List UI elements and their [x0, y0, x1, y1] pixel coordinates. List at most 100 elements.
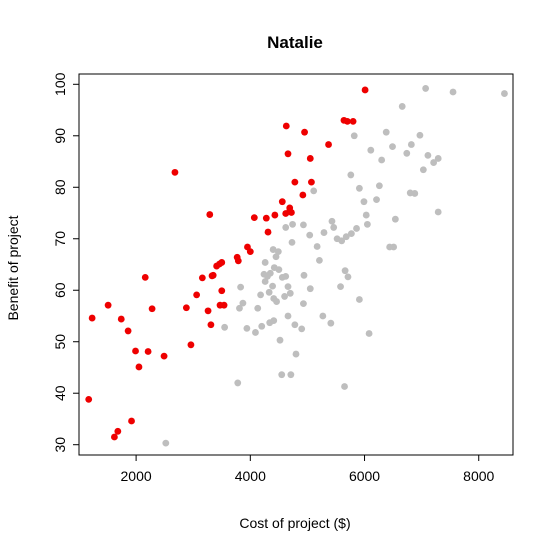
data-point-red: [171, 168, 179, 176]
data-point-red: [124, 327, 132, 335]
data-point-grey: [236, 304, 243, 312]
data-point-red: [144, 348, 152, 355]
data-point-grey: [391, 215, 399, 223]
y-tick-label: 50: [52, 334, 68, 350]
data-point-grey: [298, 325, 306, 333]
data-point-red: [182, 304, 190, 312]
y-tick-label: 70: [52, 231, 68, 247]
x-axis: 2000 4000 6000 8000: [121, 455, 495, 484]
data-point-grey: [274, 248, 282, 256]
data-point-grey: [347, 230, 355, 238]
data-point-grey: [261, 278, 269, 285]
data-point-grey: [320, 229, 328, 236]
data-point-grey: [243, 324, 251, 332]
data-point-red: [187, 341, 195, 349]
data-point-grey: [422, 85, 430, 92]
y-tick-label: 40: [52, 385, 68, 401]
data-point-red: [349, 117, 357, 125]
data-point-grey: [282, 272, 290, 280]
data-point-grey: [411, 190, 419, 197]
data-point-red: [128, 417, 135, 425]
data-point-grey: [390, 243, 398, 251]
data-point-grey: [434, 208, 442, 216]
data-point-red: [209, 271, 217, 279]
data-point-grey: [306, 285, 314, 293]
data-point-grey: [389, 143, 396, 150]
data-point-grey: [287, 371, 295, 379]
data-point-red: [284, 150, 292, 158]
data-point-grey: [300, 221, 307, 229]
data-points: [85, 85, 508, 447]
data-point-grey: [375, 182, 383, 190]
data-point-grey: [430, 159, 438, 166]
data-point-grey: [501, 90, 508, 97]
data-point-red: [343, 117, 351, 125]
data-point-red: [306, 155, 314, 162]
data-point-grey: [378, 156, 386, 164]
data-point-grey: [266, 269, 274, 277]
x-tick-label: 2000: [121, 468, 152, 484]
data-point-grey: [313, 243, 321, 250]
data-point-grey: [162, 439, 170, 447]
y-tick-label: 100: [52, 72, 68, 96]
data-point-grey: [360, 198, 368, 206]
data-point-grey: [288, 238, 296, 246]
data-point-red: [361, 86, 369, 94]
data-point-grey: [306, 231, 314, 239]
data-point-grey: [407, 141, 415, 148]
data-point-grey: [434, 155, 442, 162]
data-point-red: [206, 211, 214, 218]
data-point-grey: [261, 259, 269, 266]
data-point-grey: [257, 291, 264, 299]
x-tick-label: 4000: [235, 468, 266, 484]
data-point-grey: [419, 166, 427, 174]
data-point-red: [135, 363, 143, 371]
data-point-red: [104, 301, 112, 309]
data-point-red: [218, 287, 226, 295]
data-point-grey: [330, 224, 338, 231]
data-point-grey: [416, 131, 424, 139]
data-point-grey: [265, 288, 273, 296]
data-point-grey: [276, 336, 284, 344]
x-tick-label: 6000: [349, 468, 380, 484]
data-point-grey: [373, 196, 380, 204]
y-tick-label: 60: [52, 282, 68, 298]
y-tick-label: 80: [52, 179, 68, 195]
data-point-grey: [291, 321, 299, 329]
data-point-grey: [239, 299, 247, 307]
data-point-grey: [258, 322, 266, 330]
data-point-red: [325, 141, 332, 148]
data-point-grey: [424, 151, 432, 159]
data-point-grey: [260, 270, 268, 278]
data-point-grey: [273, 298, 280, 305]
data-point-red: [148, 305, 156, 313]
data-point-grey: [355, 184, 363, 192]
data-point-red: [141, 273, 149, 281]
data-point-grey: [292, 350, 300, 358]
data-point-grey: [254, 304, 262, 312]
data-point-grey: [272, 253, 280, 261]
data-point-grey: [286, 289, 294, 297]
y-axis: 30 40 50 60 70 80 90 100: [52, 72, 79, 452]
data-point-grey: [449, 88, 457, 96]
x-tick-label: 8000: [463, 468, 494, 484]
data-point-grey: [362, 211, 370, 219]
data-point-grey: [353, 225, 360, 232]
y-tick-label: 30: [52, 437, 68, 453]
data-point-red: [262, 214, 270, 222]
data-point-red: [160, 352, 168, 360]
data-point-red: [301, 128, 308, 136]
data-point-grey: [338, 237, 346, 245]
y-axis-label: Benefit of project: [5, 215, 21, 320]
data-point-red: [114, 427, 122, 435]
data-point-red: [218, 259, 226, 266]
y-tick-label: 90: [52, 128, 68, 144]
data-point-grey: [319, 312, 327, 320]
data-point-grey: [269, 282, 276, 290]
data-point-grey: [344, 273, 352, 281]
x-axis-label: Cost of project ($): [239, 515, 350, 531]
data-point-red: [117, 315, 125, 323]
data-point-red: [299, 191, 307, 199]
data-point-grey: [269, 246, 277, 253]
data-point-red: [278, 198, 286, 206]
